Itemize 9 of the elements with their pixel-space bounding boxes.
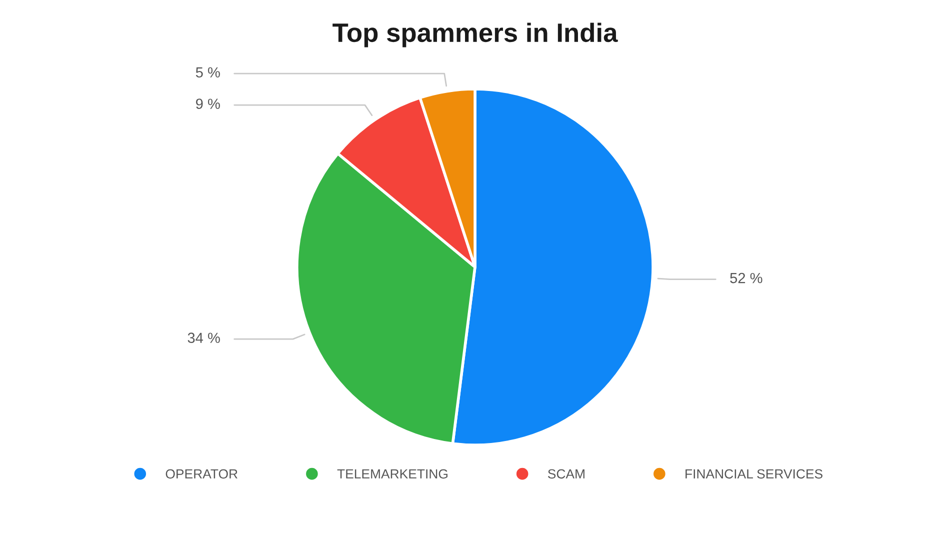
data-label: 9 % <box>196 98 220 109</box>
data-label: 34 % <box>188 332 220 343</box>
legend-label: TELEMARKETING <box>337 469 448 479</box>
legend-label: SCAM <box>548 469 584 479</box>
data-label: 5 % <box>196 67 220 78</box>
legend-label: OPERATOR <box>166 469 238 479</box>
data-label: 52 % <box>730 272 762 284</box>
chart-title: Top spammers in India <box>332 22 618 48</box>
legend-label: FINANCIAL SERVICES <box>686 469 822 479</box>
